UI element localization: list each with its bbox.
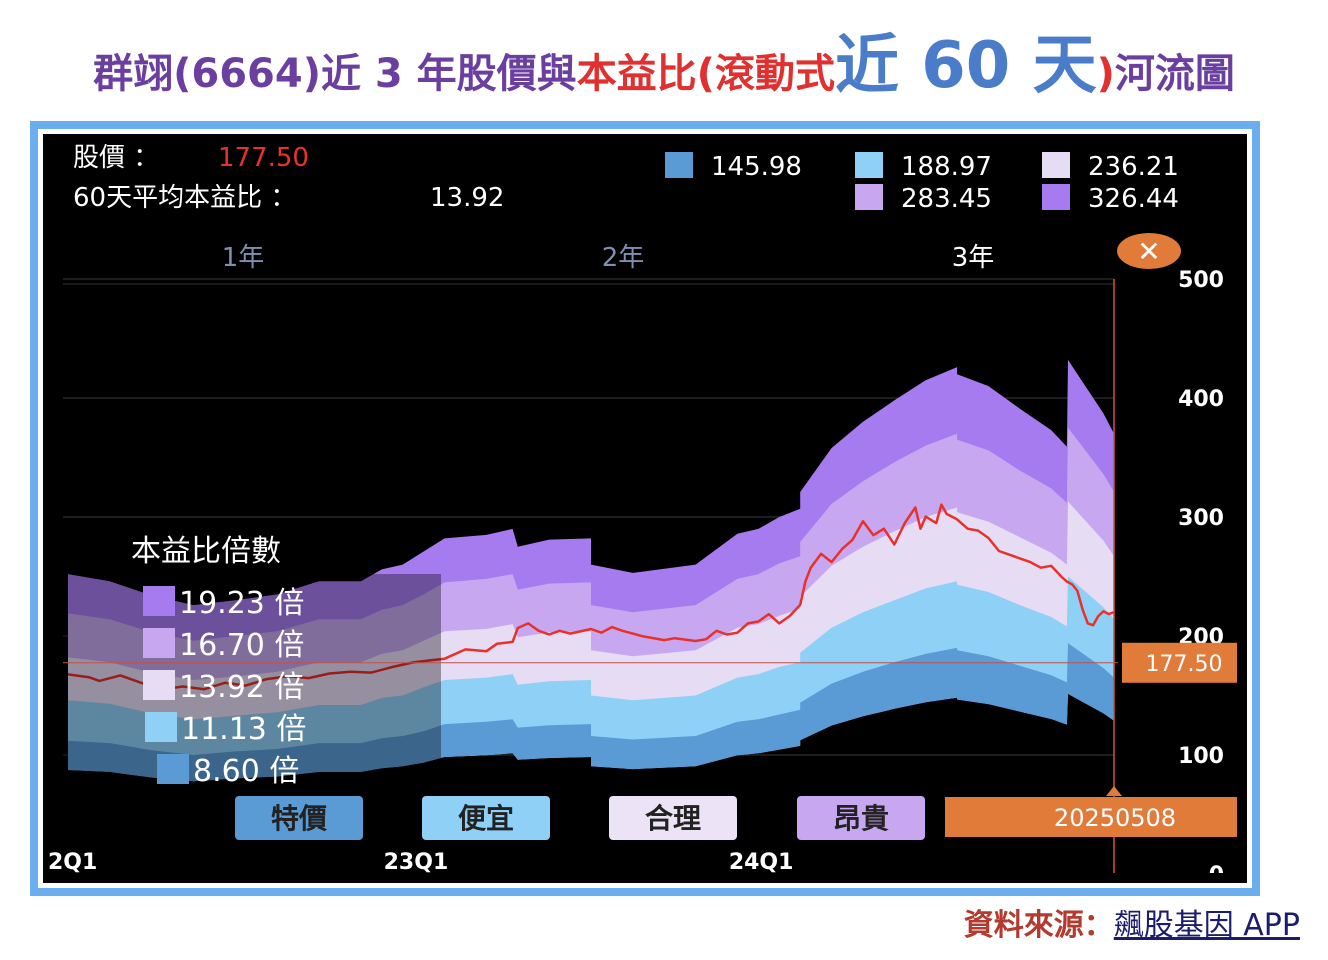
pe-band-16-70 (68, 427, 1114, 723)
tab-2[interactable]: 2年 (602, 243, 645, 273)
source-label: 資料來源： (963, 908, 1114, 943)
pe-legend-title: 本益比倍數 (131, 534, 281, 569)
source-name[interactable]: 飆股基因 APP (1113, 908, 1300, 943)
zone-button-4[interactable] (797, 796, 925, 840)
headline-part-5: 河流圖 (1114, 51, 1235, 97)
legend-value: 145.98 (711, 152, 802, 182)
y-tick-label: 100 (1178, 744, 1224, 769)
pe-legend-label: 13.92 倍 (179, 670, 304, 705)
price-line (67, 503, 1115, 691)
legend-swatch (855, 152, 883, 178)
source-note: 資料來源：飆股基因 APP (964, 900, 1300, 948)
pe-legend-label: 8.60 倍 (193, 754, 299, 789)
price-tag (1122, 642, 1237, 683)
legend-swatch (1042, 184, 1070, 210)
legend-swatch (665, 152, 693, 178)
zone-button-label: 特價 (271, 802, 328, 835)
tab-3[interactable]: 3年 (952, 243, 995, 273)
avg-pe-value: 13.92 (430, 183, 504, 213)
x-tick-label: 23Q1 (384, 850, 449, 873)
pe-band-8-60 (68, 643, 1114, 782)
y-tick-label: 400 (1178, 387, 1224, 412)
avg-pe-label: 60天平均本益比 ： (73, 183, 296, 213)
zone-button-1[interactable] (235, 796, 363, 840)
zone-button-label: 合理 (645, 802, 701, 835)
pe-bands (68, 359, 1114, 782)
legend-value: 326.44 (1088, 184, 1179, 214)
headline-part-2: 本益比(滾動式 (576, 51, 835, 97)
date-pointer (1106, 786, 1122, 796)
pe-legend-label: 16.70 倍 (179, 628, 304, 663)
pe-legend-swatch (143, 670, 175, 700)
tab-1[interactable]: 1年 (222, 243, 265, 273)
price-value: 177.50 (218, 143, 309, 173)
pe-band-13-92 (68, 501, 1114, 754)
close-icon[interactable]: ✕ (1137, 235, 1160, 268)
pe-legend-label: 19.23 倍 (179, 586, 304, 621)
price-label: 股價 ： (73, 143, 159, 173)
y-tick-label: 0 (1209, 863, 1224, 873)
x-tick-label: 2Q1 (48, 850, 97, 873)
pe-legend-swatch (143, 628, 175, 658)
date-label: 20250508 (1054, 804, 1176, 832)
price-tag-label: 177.50 (1146, 652, 1223, 677)
pe-legend-swatch (143, 586, 175, 616)
zone-button-label: 便宜 (458, 802, 514, 835)
legend-swatch (1042, 152, 1070, 178)
pe-legend-swatch (145, 712, 177, 742)
zone-button-label: 昂貴 (833, 802, 889, 835)
legend-value: 188.97 (901, 152, 992, 182)
y-tick-label: 300 (1178, 506, 1224, 531)
pe-band-11-13 (68, 576, 1114, 782)
legend-value: 283.45 (901, 184, 992, 214)
zone-button-2[interactable] (422, 796, 550, 840)
legend-swatch (855, 184, 883, 210)
price-line-group (67, 503, 1115, 691)
y-tick-label: 500 (1178, 268, 1224, 293)
pe-legend-swatch (157, 754, 189, 784)
pe-band-19-23 (68, 359, 1114, 693)
legend-value: 236.21 (1088, 152, 1179, 182)
headline-part-1: 群翊(6664)近 3 年股價與 (93, 51, 577, 97)
headline: 群翊(6664)近 3 年股價與本益比(滾動式近 60 天)河流圖 (0, 14, 1328, 124)
zone-button-3[interactable] (609, 796, 737, 840)
pe-legend-label: 11.13 倍 (181, 712, 306, 747)
headline-part-3: 近 60 天 (834, 29, 1097, 103)
close-button[interactable] (1117, 233, 1181, 269)
date-box (945, 797, 1237, 837)
x-tick-label: 24Q1 (729, 850, 794, 873)
headline-part-4: ) (1096, 51, 1115, 97)
